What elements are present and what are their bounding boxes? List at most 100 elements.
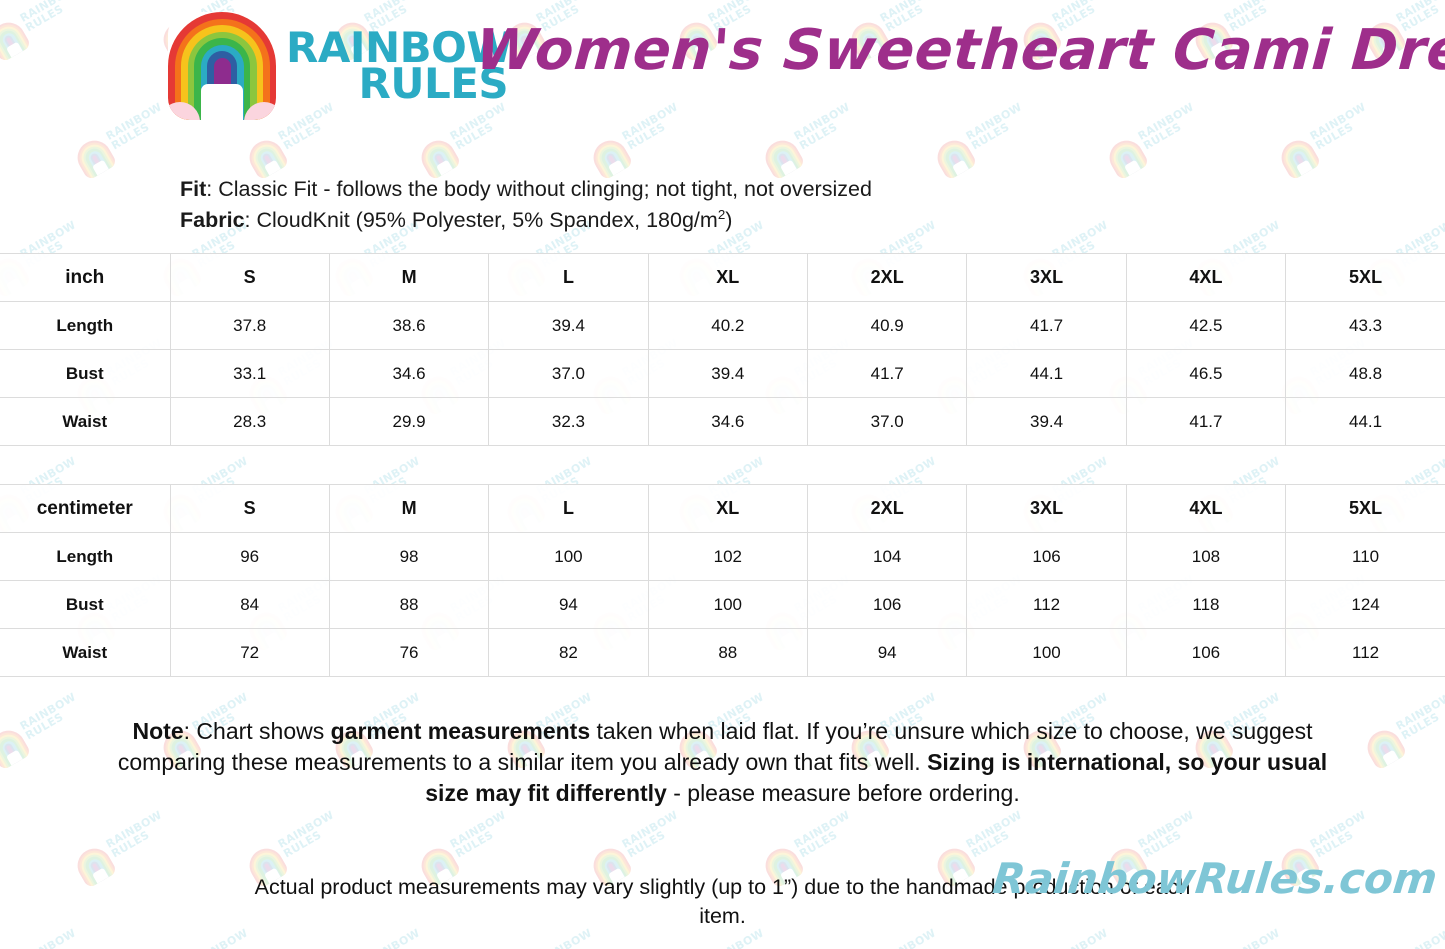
watermark-text-bottom: RULES	[1227, 938, 1287, 949]
size-header-4xl: 4XL	[1125, 253, 1286, 302]
cell-waist-s: 72	[169, 628, 330, 677]
cell-length-m: 38.6	[328, 301, 489, 350]
cell-waist-4xl: 41.7	[1125, 397, 1286, 446]
product-spec-block: Fit: Classic Fit - follows the body with…	[180, 174, 872, 235]
fit-line: Fit: Classic Fit - follows the body with…	[180, 174, 872, 205]
cell-length-5xl: 110	[1285, 532, 1445, 581]
cell-bust-l: 37.0	[488, 349, 649, 398]
table-row: Waist 72 76 82 88 94 100 106 112	[0, 628, 1445, 677]
size-header-m: M	[328, 253, 489, 302]
size-table-centimeter: centimeter S M L XL 2XL 3XL 4XL 5XL Length 96 98 100…	[0, 484, 1445, 677]
watermark-logo-icon	[1275, 134, 1322, 181]
watermark-text-bottom: RULES	[883, 938, 943, 949]
cell-length-5xl: 43.3	[1285, 301, 1445, 350]
watermark-text-bottom: RULES	[1399, 938, 1445, 949]
size-header-5xl: 5XL	[1285, 484, 1445, 533]
note-label: Note	[132, 718, 184, 744]
watermark-text-bottom: RULES	[109, 828, 152, 861]
table-row: Length 96 98 100 102 104 106 108 110	[0, 532, 1445, 581]
table-row: Waist 28.3 29.9 32.3 34.6 37.0 39.4 41.7 44.1	[0, 397, 1445, 446]
cell-length-2xl: 104	[806, 532, 967, 581]
size-header-xl: XL	[647, 253, 808, 302]
cell-waist-xl: 88	[647, 628, 808, 677]
size-header-3xl: 3XL	[966, 253, 1127, 302]
site-watermark-logo: RainbowRules.com	[990, 854, 1440, 903]
cell-waist-4xl: 106	[1125, 628, 1286, 677]
cell-bust-xl: 100	[647, 580, 808, 629]
measure-label-waist: Waist	[0, 628, 170, 677]
cell-bust-5xl: 48.8	[1285, 349, 1445, 398]
watermark-text-top: RAINBOW	[103, 808, 165, 851]
cloud-left-icon	[168, 102, 200, 120]
size-header-l: L	[488, 253, 649, 302]
cell-waist-5xl: 112	[1285, 628, 1445, 677]
measure-label-bust: Bust	[0, 349, 170, 398]
size-header-s: S	[169, 484, 330, 533]
cell-waist-2xl: 37.0	[806, 397, 967, 446]
fabric-superscript: 2	[717, 206, 726, 222]
cell-bust-4xl: 46.5	[1125, 349, 1286, 398]
cell-bust-s: 84	[169, 580, 330, 629]
measure-label-length: Length	[0, 532, 170, 581]
watermark-text-top: RAINBOW	[447, 808, 509, 851]
cell-bust-3xl: 112	[966, 580, 1127, 629]
watermark-text-bottom: RULES	[195, 938, 255, 949]
disclaimer-paragraph: Actual product measurements may vary sli…	[254, 875, 1191, 929]
watermark-text-bottom: RULES	[23, 938, 83, 949]
cell-bust-5xl: 124	[1285, 580, 1445, 629]
cell-bust-s: 33.1	[169, 349, 330, 398]
cell-bust-m: 88	[328, 580, 489, 629]
note-seg-1: : Chart shows	[183, 718, 331, 744]
table-row: Length 37.8 38.6 39.4 40.2 40.9 41.7 42.5 43.3	[0, 301, 1445, 350]
cell-bust-3xl: 44.1	[966, 349, 1127, 398]
cell-bust-2xl: 106	[806, 580, 967, 629]
watermark-text-bottom: RULES	[625, 828, 668, 861]
size-header-l: L	[488, 484, 649, 533]
cell-bust-4xl: 118	[1125, 580, 1286, 629]
watermark-text-bottom: RULES	[711, 938, 771, 949]
watermark-text-top: RAINBOW	[1307, 808, 1369, 851]
logo-base-shape	[201, 84, 243, 120]
watermark-text-top: RAINBOW	[17, 926, 79, 949]
watermark-text-bottom: RULES	[453, 828, 496, 861]
cell-length-l: 39.4	[488, 301, 649, 350]
cell-length-s: 96	[169, 532, 330, 581]
fabric-value-before: : CloudKnit (95% Polyester, 5% Spandex, …	[244, 207, 718, 232]
cell-length-l: 100	[488, 532, 649, 581]
watermark-text-bottom: RULES	[1055, 938, 1115, 949]
watermark-text-bottom: RULES	[797, 828, 840, 861]
watermark-logo-icon	[931, 134, 978, 181]
measure-label-waist: Waist	[0, 397, 170, 446]
watermark-text-top: RAINBOW	[1049, 926, 1111, 949]
cell-length-xl: 102	[647, 532, 808, 581]
watermark-text-top: RAINBOW	[533, 926, 595, 949]
size-header-2xl: 2XL	[806, 484, 967, 533]
cell-waist-l: 32.3	[488, 397, 649, 446]
size-header-5xl: 5XL	[1285, 253, 1445, 302]
cell-waist-3xl: 100	[966, 628, 1127, 677]
fit-value: : Classic Fit - follows the body without…	[206, 177, 872, 201]
watermark-logo-icon	[71, 134, 118, 181]
size-header-m: M	[328, 484, 489, 533]
brand-lockup: RAINBOW RULES	[168, 12, 513, 120]
cell-bust-m: 34.6	[328, 349, 489, 398]
unit-header: inch	[0, 253, 170, 302]
watermark-text-top: RAINBOW	[1393, 926, 1445, 949]
page-header: RAINBOW RULES Women's Sweetheart Cami Dr…	[0, 0, 1445, 140]
note-seg-3: - please measure before ordering.	[666, 780, 1020, 807]
cell-length-m: 98	[328, 532, 489, 581]
watermark-text-top: RAINBOW	[963, 808, 1025, 851]
cell-length-4xl: 42.5	[1125, 301, 1286, 350]
cell-waist-3xl: 39.4	[966, 397, 1127, 446]
cell-length-xl: 40.2	[647, 301, 808, 350]
watermark-logo-icon	[1103, 134, 1150, 181]
watermark-text-top: RAINBOW	[619, 808, 681, 851]
size-header-4xl: 4XL	[1125, 484, 1286, 533]
table-header-row: centimeter S M L XL 2XL 3XL 4XL 5XL	[0, 484, 1445, 533]
cell-waist-xl: 34.6	[647, 397, 808, 446]
cell-waist-5xl: 44.1	[1285, 397, 1445, 446]
table-row: Bust 84 88 94 100 106 112 118 124	[0, 580, 1445, 629]
watermark-text-bottom: RULES	[281, 828, 324, 861]
size-header-2xl: 2XL	[806, 253, 967, 302]
